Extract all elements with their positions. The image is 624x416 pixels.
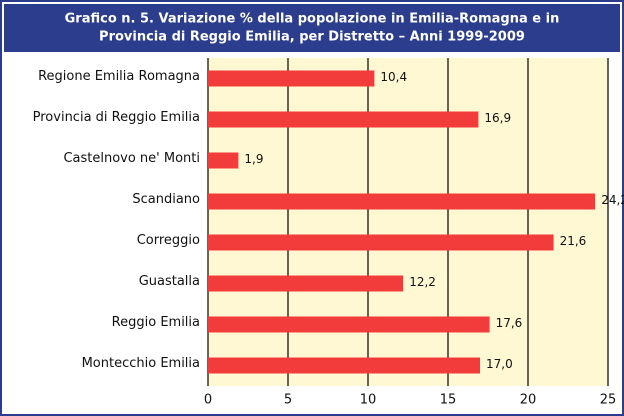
bar: [208, 111, 479, 128]
x-tick-label: 15: [440, 393, 457, 408]
bar: [208, 70, 375, 87]
bar: [208, 193, 596, 210]
bar: [208, 152, 239, 169]
value-label: 21,6: [560, 234, 587, 248]
value-label: 1,9: [244, 152, 263, 166]
bar: [208, 357, 480, 374]
value-label: 16,9: [484, 111, 511, 125]
x-tick-label: 0: [204, 393, 212, 408]
y-tick-label: Scandiano: [132, 192, 200, 207]
bar: [208, 316, 490, 333]
x-tick-label: 20: [520, 393, 537, 408]
x-tick-label: 5: [284, 393, 292, 408]
y-tick-label: Correggio: [137, 233, 200, 248]
value-label: 17,6: [496, 316, 523, 330]
y-tick-label: Provincia di Reggio Emilia: [33, 110, 200, 125]
value-label: 17,0: [486, 357, 513, 371]
bar: [208, 275, 404, 292]
y-tick-label: Montecchio Emilia: [82, 356, 200, 371]
y-tick-label: Castelnovo ne' Monti: [63, 151, 200, 166]
y-tick-label: Guastalla: [139, 274, 200, 289]
y-tick-label: Reggio Emilia: [112, 315, 200, 330]
value-label: 10,4: [380, 70, 407, 84]
plot-area: [208, 58, 608, 386]
y-tick-label: Regione Emilia Romagna: [38, 69, 200, 84]
chart-title: Provincia di Reggio Emilia, per Distrett…: [99, 30, 525, 45]
value-label: 12,2: [409, 275, 436, 289]
chart-title: Grafico n. 5. Variazione % della popolaz…: [65, 12, 560, 27]
value-label: 24,2: [601, 193, 624, 207]
title-band: [4, 4, 620, 52]
x-tick-label: 10: [360, 393, 377, 408]
x-tick-label: 25: [600, 393, 617, 408]
bar: [208, 234, 554, 251]
